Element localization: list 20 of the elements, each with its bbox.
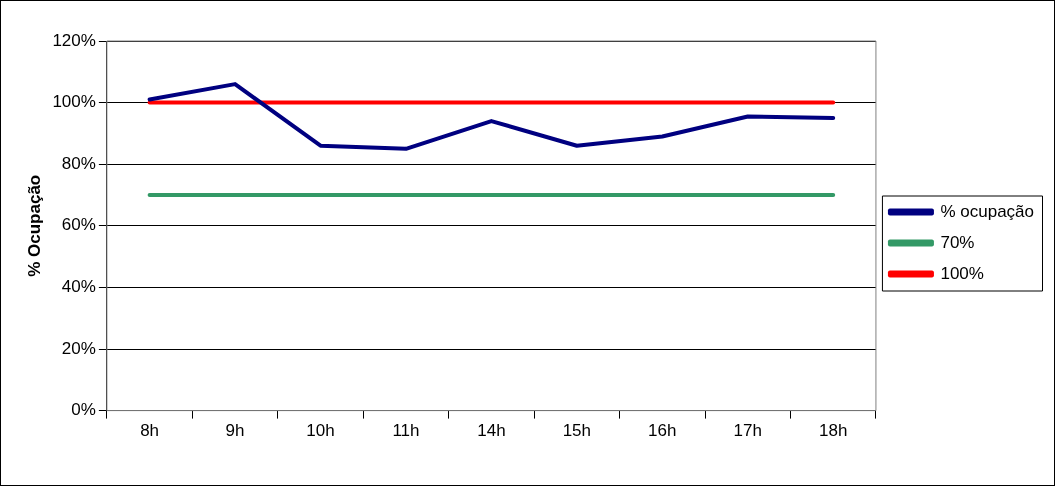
x-tick-label: 16h xyxy=(648,421,677,441)
legend-label: 100% xyxy=(940,263,984,283)
y-tick-label: 20% xyxy=(61,338,96,358)
x-tick-label: 17h xyxy=(733,421,762,441)
y-axis-title: % Ocupação xyxy=(24,174,44,277)
x-tick-label: 11h xyxy=(392,421,420,441)
x-tick-label: 9h xyxy=(225,421,245,441)
y-tick-label: 60% xyxy=(61,215,96,235)
y-tick-label: 40% xyxy=(61,277,96,297)
y-tick-label: 120% xyxy=(52,30,96,50)
y-tick-label: 100% xyxy=(52,92,96,112)
x-tick-label: 18h xyxy=(819,421,848,441)
legend-label: % ocupação xyxy=(940,201,1035,221)
x-tick-label: 14h xyxy=(477,421,506,441)
y-tick-label: 0% xyxy=(71,400,96,420)
x-tick-label: 15h xyxy=(562,421,592,441)
y-tick-label: 80% xyxy=(61,153,96,173)
x-tick-label: 10h xyxy=(306,421,335,441)
legend-label: 70% xyxy=(940,232,975,252)
x-tick-label: 8h xyxy=(140,421,160,441)
